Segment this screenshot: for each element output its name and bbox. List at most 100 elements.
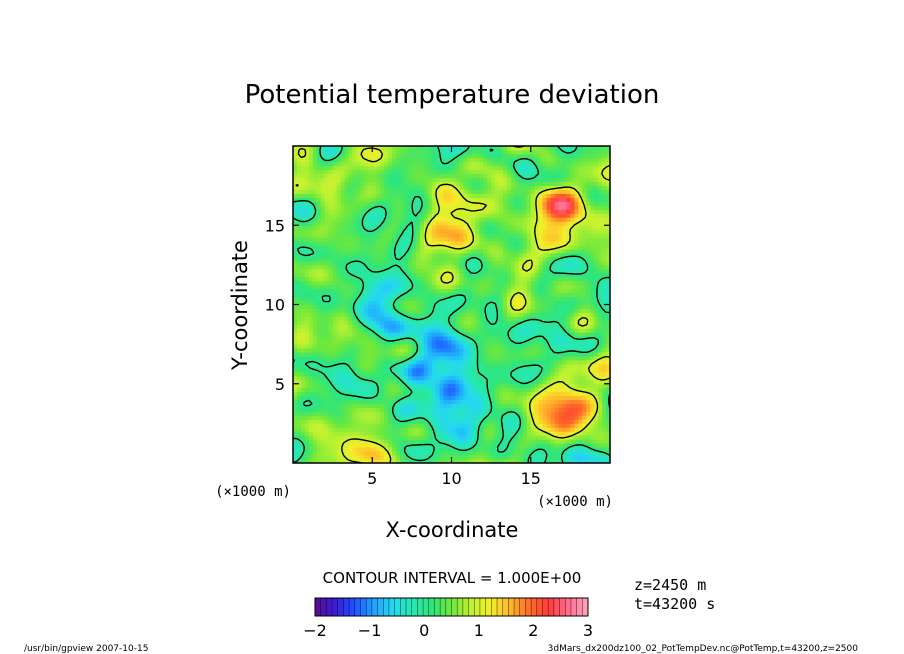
heatmap-cell <box>388 415 393 420</box>
heatmap-cell <box>304 213 310 218</box>
heatmap-cell <box>443 264 448 270</box>
heatmap-cell <box>316 213 322 218</box>
heatmap-cell <box>582 292 587 297</box>
heatmap-cell <box>487 359 492 365</box>
heatmap-cell <box>602 379 607 385</box>
heatmap-cell <box>427 411 433 416</box>
heatmap-cell <box>514 332 520 337</box>
heatmap-cell <box>542 356 547 361</box>
heatmap-cell <box>304 383 310 389</box>
heatmap-cell <box>396 383 401 389</box>
heatmap-cell <box>368 363 373 369</box>
heatmap-cell <box>495 375 500 381</box>
heatmap-cell <box>550 308 555 313</box>
heatmap-cell <box>392 399 397 404</box>
heatmap-cell <box>554 221 559 226</box>
heatmap-cell <box>372 383 377 389</box>
heatmap-cell <box>324 312 330 317</box>
heatmap-cell <box>590 272 595 278</box>
heatmap-cell <box>467 260 472 266</box>
heatmap-cell <box>491 217 496 222</box>
heatmap-cell <box>554 217 559 222</box>
heatmap-cell <box>495 272 500 278</box>
heatmap-cell <box>293 403 298 408</box>
heatmap-cell <box>503 324 508 329</box>
heatmap-cell <box>399 427 405 432</box>
heatmap-cell <box>392 387 397 393</box>
heatmap-cell <box>495 245 500 250</box>
heatmap-cell <box>435 459 441 463</box>
heatmap-cell <box>384 300 389 305</box>
heatmap-cell <box>296 252 302 258</box>
heatmap-cell <box>471 320 476 325</box>
heatmap-cell <box>475 296 480 301</box>
heatmap-cell <box>570 415 575 420</box>
heatmap-cell <box>360 391 365 397</box>
heatmap-cell <box>514 344 520 349</box>
heatmap-cell <box>320 328 326 333</box>
heatmap-cell <box>471 316 476 321</box>
heatmap-cell <box>312 443 318 448</box>
heatmap-cell <box>443 316 448 321</box>
heatmap-cell <box>542 229 547 234</box>
heatmap-cell <box>356 459 361 463</box>
heatmap-cell <box>352 288 357 294</box>
heatmap-cell <box>530 439 536 444</box>
heatmap-cell <box>558 359 563 365</box>
heatmap-cell <box>415 256 421 262</box>
heatmap-cell <box>439 435 444 440</box>
heatmap-cell <box>415 284 421 290</box>
heatmap-cell <box>499 308 504 313</box>
heatmap-cell <box>578 324 583 329</box>
heatmap-cell <box>300 379 306 385</box>
heatmap-cell <box>518 435 524 440</box>
heatmap-cell <box>594 304 599 309</box>
heatmap-cell <box>534 316 540 321</box>
heatmap-cell <box>578 403 583 408</box>
heatmap-cell <box>510 459 516 463</box>
heatmap-cell <box>455 427 460 432</box>
heatmap-cell <box>518 284 524 290</box>
heatmap-cell <box>344 256 349 262</box>
heatmap-cell <box>455 356 460 361</box>
heatmap-cell <box>423 419 429 424</box>
heatmap-cell <box>344 419 349 424</box>
heatmap-cell <box>312 451 318 456</box>
heatmap-cell <box>356 233 361 238</box>
heatmap-cell <box>542 312 547 317</box>
heatmap-cell <box>336 332 341 337</box>
heatmap-cell <box>332 439 337 444</box>
heatmap-cell <box>514 459 520 463</box>
heatmap-cell <box>530 455 536 460</box>
heatmap-cell <box>396 213 401 218</box>
heatmap-cell <box>503 407 508 412</box>
heatmap-cell <box>348 399 353 404</box>
heatmap-cell <box>514 415 520 420</box>
heatmap-cell <box>427 300 433 305</box>
heatmap-cell <box>506 245 512 250</box>
heatmap-cell <box>427 403 433 408</box>
heatmap-cell <box>368 447 373 452</box>
heatmap-cell <box>384 221 389 226</box>
heatmap-cell <box>312 245 318 250</box>
heatmap-cell <box>336 264 341 270</box>
heatmap-cell <box>443 379 448 385</box>
heatmap-cell <box>570 328 575 333</box>
heatmap-cell <box>598 423 603 428</box>
heatmap-cell <box>356 431 361 436</box>
heatmap-cell <box>332 356 337 361</box>
heatmap-cell <box>439 447 444 452</box>
heatmap-cell <box>304 328 310 333</box>
heatmap-cell <box>356 328 361 333</box>
heatmap-cell <box>503 439 508 444</box>
heatmap-cell <box>304 324 310 329</box>
heatmap-cell <box>499 272 504 278</box>
heatmap-cell <box>368 336 373 341</box>
heatmap-cell <box>534 304 540 309</box>
heatmap-cell <box>582 328 587 333</box>
heatmap-cell <box>356 272 361 278</box>
heatmap-cell <box>396 320 401 325</box>
heatmap-cell <box>546 316 551 321</box>
heatmap-cell <box>435 296 441 301</box>
heatmap-cell <box>602 217 607 222</box>
